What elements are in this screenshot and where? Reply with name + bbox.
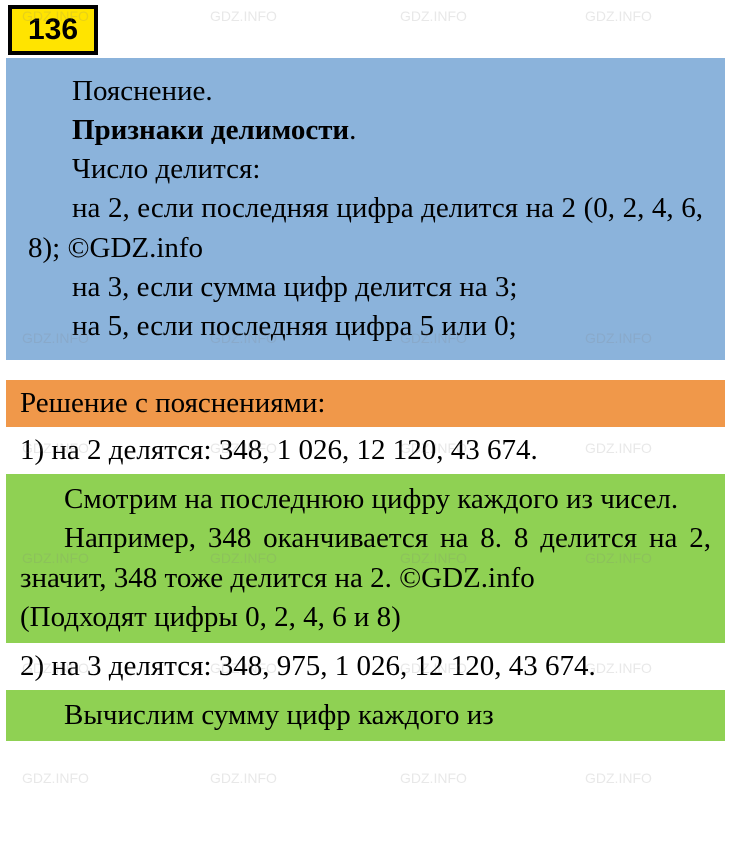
answer-1-text: 1) на 2 делятся: 348, 1 026, 12 120, 43 … <box>20 431 711 470</box>
rule-div-2: на 2, если последняя цифра делится на 2 … <box>28 189 703 267</box>
explanation-1-p2: Например, 348 оканчивается на 8. 8 делит… <box>20 519 711 597</box>
rule-div-2-text: на 2, если последняя цифра делится на 2 … <box>28 192 703 263</box>
exercise-number: 136 <box>28 13 78 46</box>
explanation-title-dot: . <box>349 114 356 146</box>
solution-header: Решение с пояснениями: <box>20 387 325 419</box>
exercise-number-badge: 136 <box>8 5 98 55</box>
watermark: GDZ.INFO <box>585 770 652 786</box>
explanation-title: Признаки делимости <box>72 114 349 146</box>
explanation-intro: Пояснение. <box>28 72 703 111</box>
watermark: GDZ.INFO <box>400 770 467 786</box>
answer-2-box: 2) на 3 делятся: 348, 975, 1 026, 12 120… <box>6 643 725 690</box>
explanation-1-p1: Смотрим на последнюю цифру каждого из чи… <box>20 480 711 519</box>
solution-header-box: Решение с пояснениями: <box>6 380 725 427</box>
watermark: GDZ.INFO <box>22 770 89 786</box>
answer-1-box: 1) на 2 делятся: 348, 1 026, 12 120, 43 … <box>6 427 725 474</box>
explanation-box: Пояснение. Признаки делимости. Число дел… <box>6 58 725 360</box>
explanation-title-line: Признаки делимости. <box>28 111 703 150</box>
explanation-2-text: Вычислим сумму цифр каждого из <box>20 696 711 735</box>
rule-div-3: на 3, если сумма цифр делится на 3; <box>28 268 703 307</box>
content-area: Пояснение. Признаки делимости. Число дел… <box>0 0 731 741</box>
rule-div-5: на 5, если последняя цифра 5 или 0; <box>28 307 703 346</box>
answer-2-text: 2) на 3 делятся: 348, 975, 1 026, 12 120… <box>20 647 711 686</box>
explanation-2-box: Вычислим сумму цифр каждого из <box>6 690 725 741</box>
explanation-subtitle: Число делится: <box>28 150 703 189</box>
explanation-1-p3: (Подходят цифры 0, 2, 4, 6 и 8) <box>20 598 711 637</box>
watermark: GDZ.INFO <box>210 770 277 786</box>
explanation-1-box: Смотрим на последнюю цифру каждого из чи… <box>6 474 725 643</box>
